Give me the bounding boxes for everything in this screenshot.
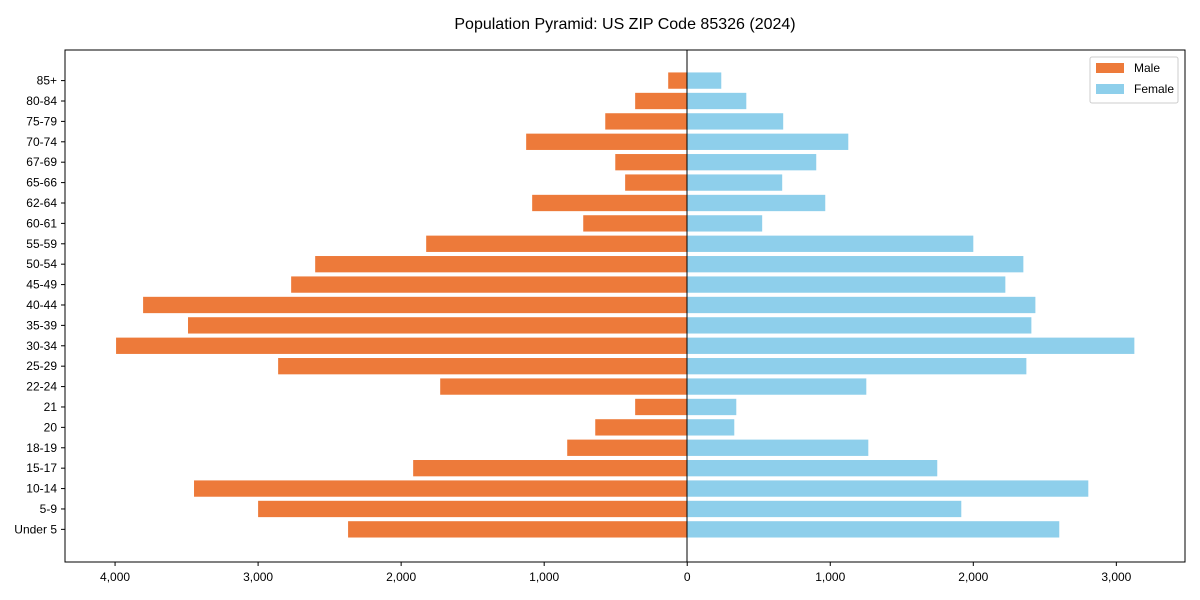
x-tick-label: 3,000: [1101, 570, 1131, 584]
y-tick-label: 15-17: [26, 461, 57, 475]
bar-male-35-39: [188, 317, 688, 334]
bar-male-5-9: [258, 500, 688, 518]
bar-female-45-49: [687, 276, 1006, 293]
bar-male-65-66: [625, 174, 688, 191]
bar-male-40-44: [143, 296, 688, 314]
x-tick-label: 4,000: [100, 570, 130, 584]
x-tick-label: 3,000: [243, 570, 273, 584]
bar-female-30-34: [687, 337, 1135, 354]
y-tick-label: 60-61: [26, 216, 57, 230]
y-tick-label: 75-79: [26, 114, 57, 128]
y-tick-label: 40-44: [26, 298, 57, 312]
y-tick-label: 22-24: [26, 380, 57, 394]
y-tick-label: 85+: [37, 74, 57, 88]
y-tick-label: 65-66: [26, 176, 57, 190]
bar-female-25-29: [687, 358, 1027, 375]
bar-female-20: [687, 419, 735, 436]
bar-male-67-69: [615, 154, 688, 171]
bar-female-21: [687, 398, 737, 416]
bar-male-85+: [668, 72, 688, 89]
x-tick-label: 2,000: [386, 570, 416, 584]
bar-female-85+: [687, 72, 722, 89]
y-tick-label: 67-69: [26, 155, 57, 169]
bar-female-10-14: [687, 480, 1089, 497]
x-tick-label: 2,000: [958, 570, 988, 584]
bar-male-55-59: [426, 235, 688, 252]
bar-female-5-9: [687, 500, 962, 518]
legend-label-male: Male: [1134, 61, 1160, 75]
bar-male-Under 5: [348, 521, 688, 538]
legend-swatch-male: [1096, 63, 1124, 73]
y-tick-label: 30-34: [26, 339, 57, 353]
bar-male-75-79: [605, 113, 688, 130]
bar-female-60-61: [687, 215, 763, 232]
bar-female-65-66: [687, 174, 783, 191]
bar-female-70-74: [687, 133, 849, 150]
y-tick-label: 5-9: [40, 502, 58, 516]
bar-male-45-49: [291, 276, 688, 293]
bar-male-18-19: [567, 439, 688, 456]
bar-male-30-34: [116, 337, 688, 354]
bar-male-10-14: [194, 480, 688, 497]
bar-female-40-44: [687, 296, 1036, 314]
chart-title: Population Pyramid: US ZIP Code 85326 (2…: [454, 16, 795, 33]
plot-frame: [64, 49, 1186, 563]
bar-female-55-59: [687, 235, 974, 252]
bar-female-50-54: [687, 256, 1024, 273]
y-tick-label: 80-84: [26, 94, 57, 108]
bar-male-80-84: [635, 92, 688, 110]
y-tick-label: 21: [44, 400, 58, 414]
x-tick-label: 0: [684, 570, 691, 584]
y-tick-label: 25-29: [26, 359, 57, 373]
x-tick-label: 1,000: [815, 570, 845, 584]
bar-male-22-24: [440, 378, 688, 395]
y-tick-label: 10-14: [26, 482, 57, 496]
bar-male-60-61: [583, 215, 688, 232]
y-tick-label: 20: [44, 420, 58, 434]
bar-female-35-39: [687, 317, 1032, 334]
bar-female-80-84: [687, 92, 747, 110]
bar-male-25-29: [278, 358, 688, 375]
bar-female-67-69: [687, 154, 817, 171]
y-tick-label: 62-64: [26, 196, 57, 210]
bar-female-62-64: [687, 194, 826, 212]
bar-male-15-17: [413, 460, 688, 477]
bar-female-75-79: [687, 113, 784, 130]
bar-female-15-17: [687, 460, 938, 477]
y-tick-label: 18-19: [26, 441, 57, 455]
legend-label-female: Female: [1134, 82, 1174, 96]
y-tick-label: 55-59: [26, 237, 57, 251]
bar-male-20: [595, 419, 688, 436]
bar-female-Under 5: [687, 521, 1060, 538]
bar-male-50-54: [315, 256, 688, 273]
y-tick-label: 35-39: [26, 318, 57, 332]
bar-male-62-64: [532, 194, 688, 212]
y-tick-label: 50-54: [26, 257, 57, 271]
bar-female-18-19: [687, 439, 869, 456]
legend: Male Female: [1089, 56, 1179, 104]
y-tick-label: Under 5: [14, 522, 57, 536]
x-tick-label: 1,000: [529, 570, 559, 584]
bar-female-22-24: [687, 378, 867, 395]
y-tick-label: 70-74: [26, 135, 57, 149]
y-tick-label: 45-49: [26, 278, 57, 292]
legend-swatch-female: [1096, 84, 1124, 94]
bar-male-21: [635, 398, 688, 416]
bar-male-70-74: [526, 133, 688, 150]
